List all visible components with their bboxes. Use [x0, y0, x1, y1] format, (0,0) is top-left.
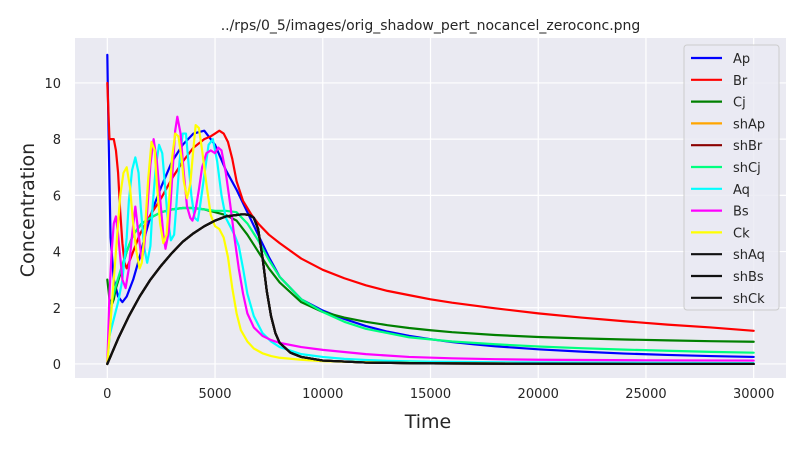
y-tick-label: 0 [53, 358, 61, 373]
y-tick-label: 10 [44, 77, 61, 92]
legend-label-shbs: shBs [733, 270, 764, 285]
x-axis-label: Time [404, 411, 452, 433]
series-line-br [106, 81, 755, 332]
x-tick-label: 20000 [518, 387, 559, 402]
legend-label-shbr: shBr [733, 139, 763, 154]
y-tick-label: 2 [53, 302, 61, 317]
legend-label-shcj: shCj [733, 161, 761, 176]
legend-label-shap: shAp [733, 117, 765, 132]
legend-frame [683, 44, 780, 311]
legend-label-br: Br [733, 74, 748, 89]
y-tick-label: 4 [53, 246, 61, 261]
series-line-ap [106, 53, 755, 359]
legend-label-shck: shCk [733, 292, 765, 307]
series-layer [106, 53, 755, 366]
series-line-aq [106, 132, 755, 366]
legend-label-ck: Ck [733, 226, 750, 241]
x-tick-label: 15000 [410, 387, 451, 402]
x-tick-label: 25000 [625, 387, 666, 402]
x-tick-label: 10000 [302, 387, 343, 402]
chart-title: ../rps/0_5/images/orig_shadow_pert_nocan… [221, 18, 641, 34]
y-tick-label: 8 [53, 133, 61, 148]
series-line-bs [106, 115, 755, 366]
legend-label-aq: Aq [733, 183, 750, 198]
legend-label-bs: Bs [733, 205, 749, 220]
series-line-ck [106, 124, 755, 366]
y-tick-labels: 0 2 4 6 8 10 [44, 77, 61, 373]
legend-label-shaq: shAq [733, 248, 765, 263]
legend: Ap Br Cj shAp shBr shCj Aq Bs Ck shAq shBs shCk [683, 44, 780, 311]
legend-label-cj: Cj [733, 96, 746, 111]
x-tick-labels: 0 5000 10000 15000 20000 25000 30000 [103, 387, 774, 402]
series-line-shck [106, 213, 755, 366]
x-tick-label: 5000 [198, 387, 231, 402]
y-axis-label: Concentration [17, 143, 39, 277]
legend-label-ap: Ap [733, 52, 750, 67]
x-tick-label: 0 [103, 387, 111, 402]
y-tick-label: 6 [53, 189, 61, 204]
x-tick-label: 30000 [733, 387, 774, 402]
